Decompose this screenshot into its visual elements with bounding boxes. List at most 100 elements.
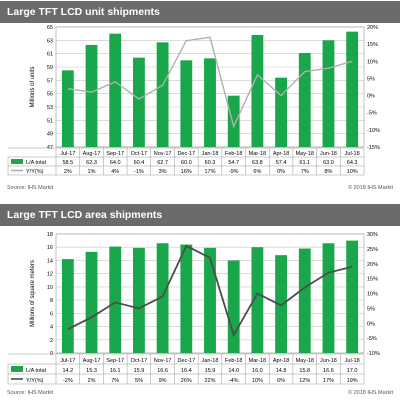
data-label: 62.3 (86, 160, 97, 166)
x-tick-label: Jun-18 (320, 358, 337, 364)
x-tick-label: Sep-17 (106, 358, 124, 364)
bar (85, 251, 98, 353)
bar (180, 244, 193, 353)
source-note: Source: IHS Markit (7, 390, 54, 396)
x-tick-label: Sep-17 (106, 151, 124, 157)
bar (156, 42, 169, 148)
x-tick-label: Nov-17 (154, 358, 172, 364)
y-tick-label: 61 (47, 52, 53, 58)
area-shipments-panel: Large TFT LCD area shipments 0 2 4 6 8 10 12 14… (0, 204, 400, 404)
y-tick-label: 2 (50, 338, 53, 344)
y-tick-label: 63 (47, 38, 53, 44)
data-label: 15.3 (86, 368, 97, 374)
data-label: -4% (229, 378, 239, 384)
data-label: 7% (301, 169, 309, 175)
data-label: 63.0 (323, 160, 334, 166)
bar (61, 70, 74, 147)
source-note: Source: IHS Markit (7, 185, 54, 191)
bar (61, 259, 74, 353)
y2-tick-label: 15% (367, 42, 378, 48)
data-label: 2% (64, 169, 72, 175)
bar (251, 35, 264, 147)
yoy-line (67, 36, 353, 129)
bar (204, 58, 216, 148)
data-label: 10% (252, 378, 263, 384)
x-tick-label: May-18 (296, 358, 314, 364)
data-label: 14.2 (62, 368, 73, 374)
data-label: 60.4 (134, 160, 145, 166)
x-tick-label: Feb-18 (225, 358, 242, 364)
y2-tick-label: -5% (367, 336, 377, 342)
x-tick-label: Mar-18 (249, 151, 266, 157)
data-label: 58.5 (62, 160, 73, 166)
data-label: 17% (204, 169, 215, 175)
bar (85, 45, 98, 147)
x-tick-label: Aug-17 (83, 358, 101, 364)
x-tick-label: Dec-17 (177, 358, 195, 364)
data-label: -1% (134, 169, 144, 175)
legend-label: Y/Y(%) (26, 378, 44, 384)
bar (227, 95, 240, 147)
bar (346, 31, 359, 148)
data-label: 2% (88, 378, 96, 384)
y2-tick-label: 5% (367, 306, 375, 312)
x-tick-label: Jul-18 (345, 151, 360, 157)
data-label: 12% (299, 378, 310, 384)
data-label: 16.4 (181, 368, 192, 374)
bar (298, 248, 311, 353)
data-label: 5% (135, 378, 143, 384)
data-label: 16.0 (252, 368, 263, 374)
data-label: 15.8 (299, 368, 310, 374)
unit-shipments-chart: 47495153555759616365-15%-10%-5%0%5%10%15… (7, 25, 380, 176)
data-label: 0% (277, 169, 285, 175)
y-tick-label: 10 (47, 285, 53, 291)
x-tick-label: Nov-17 (154, 151, 172, 157)
y-tick-label: 18 (47, 232, 53, 238)
y-tick-label: 55 (47, 92, 53, 98)
bar (275, 255, 287, 353)
x-tick-label: Oct-17 (131, 358, 148, 364)
y2-tick-label: 20% (367, 262, 378, 268)
y2-tick-label: 30% (367, 232, 378, 238)
yoy-line (67, 244, 353, 338)
bar (275, 77, 287, 147)
bar (204, 247, 216, 353)
chart-title: Large TFT LCD area shipments (0, 204, 400, 226)
bar (133, 57, 145, 147)
data-label: 1% (88, 169, 96, 175)
y-tick-label: 4 (50, 325, 53, 331)
data-label: 17.0 (347, 368, 358, 374)
data-label: 17% (323, 378, 334, 384)
data-label: 15.9 (134, 368, 145, 374)
data-label: 63.8 (252, 160, 263, 166)
chart-title: Large TFT LCD unit shipments (0, 1, 400, 23)
data-label: 61.1 (299, 160, 310, 166)
data-label: 60.0 (181, 160, 192, 166)
bar (180, 60, 193, 148)
legend-swatch-bar (11, 159, 23, 164)
data-label: 4% (111, 169, 119, 175)
data-label: 16.6 (323, 368, 334, 374)
data-label: 6% (253, 169, 261, 175)
y2-tick-label: 20% (367, 25, 378, 31)
bar (109, 246, 122, 353)
bar (109, 33, 122, 147)
bar (227, 260, 240, 353)
y-tick-label: 8 (50, 298, 53, 304)
unit-shipments-panel: Large TFT LCD unit shipments 47 49 51 53 55 5… (0, 0, 400, 196)
y2-tick-label: 10% (367, 59, 378, 65)
y-tick-label: 49 (47, 132, 53, 138)
copyright-note: © 2018 IHS Markit (347, 185, 393, 191)
data-label: 14.0 (228, 368, 239, 374)
x-tick-label: Apr-18 (273, 358, 290, 364)
y2-tick-label: -15% (367, 145, 380, 151)
y-tick-label: 14 (47, 258, 53, 264)
data-label: 22% (204, 378, 215, 384)
data-label: 16.6 (157, 368, 168, 374)
y-tick-label: 53 (47, 105, 53, 111)
data-label: 14.8 (276, 368, 287, 374)
data-label: 16.1 (110, 368, 121, 374)
bar (156, 243, 169, 353)
x-tick-label: Dec-17 (177, 151, 195, 157)
x-tick-label: Jun-18 (320, 151, 337, 157)
